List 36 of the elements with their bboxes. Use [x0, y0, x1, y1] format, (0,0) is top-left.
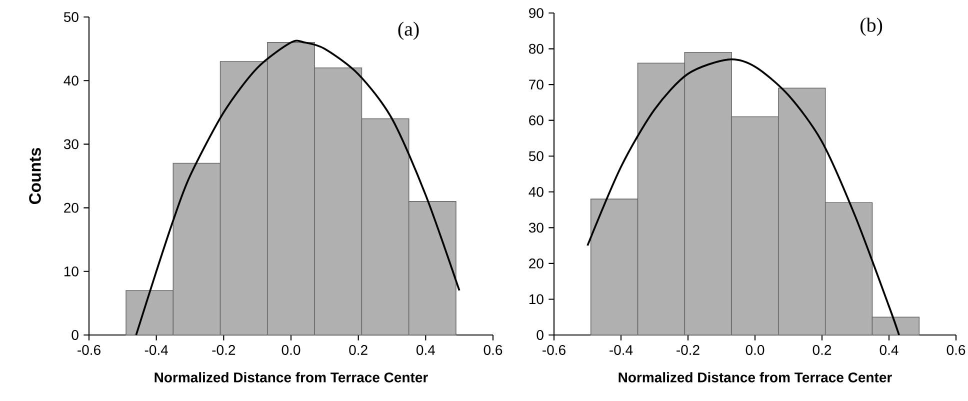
x-tick-label: -0.2 [676, 345, 700, 355]
y-tick-label: 50 [528, 151, 544, 162]
x-tick-label: -0.6 [78, 345, 100, 355]
y-tick-label: 60 [529, 115, 544, 126]
line-series [586, 58, 900, 336]
x-tick-label: -0.4 [144, 345, 168, 355]
y-tick-label: 20 [64, 202, 78, 213]
x-axis-title: Normalized Distance from Terrace Center [154, 372, 428, 382]
x-axis-title: Normalized Distance from Terrace Center [618, 372, 892, 382]
y-tick-label: 40 [64, 76, 78, 86]
x-tick-label: 0.0 [282, 345, 300, 355]
y-tick-label: 30 [64, 139, 78, 150]
y-tick-label: 70 [529, 80, 544, 90]
y-tick-label: 40 [528, 186, 544, 197]
y-tick-label: 20 [529, 258, 544, 268]
y-tick-label: 10 [529, 294, 544, 304]
x-tick-label: -0.6 [542, 345, 566, 355]
x-tick-label: 0.2 [812, 345, 832, 355]
x-tick-label: 0.6 [946, 345, 966, 355]
y-axis-title: Counts [29, 148, 41, 204]
annotation: (a) [398, 22, 419, 40]
y-tick-label: 0 [72, 330, 78, 340]
x-tick-label: 0.4 [880, 345, 898, 355]
x-tick-label: -0.4 [610, 345, 633, 355]
x-tick-label: 0.4 [416, 345, 435, 355]
y-tick-label: 50 [64, 12, 78, 22]
x-tick-label: 0.2 [349, 345, 368, 355]
y-tick-label: 30 [528, 222, 544, 233]
x-tick-label: 0.6 [484, 345, 502, 355]
x-tick-label: -0.2 [212, 345, 236, 355]
x-tick-label: 0.0 [746, 345, 764, 355]
y-tick-label: 10 [64, 266, 78, 276]
y-tick-label: 90 [529, 8, 544, 18]
y-tick-label: 0 [536, 330, 544, 340]
annotation: (b) [860, 18, 882, 36]
y-tick-label: 80 [528, 44, 544, 54]
